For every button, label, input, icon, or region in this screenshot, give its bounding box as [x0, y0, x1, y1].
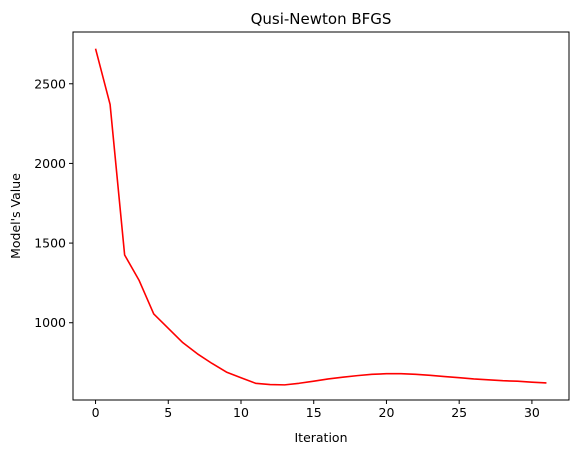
plot-area: [73, 32, 569, 400]
y-tick-label: 2500: [34, 76, 66, 91]
x-tick-label: 25: [451, 405, 467, 420]
y-tick-label: 1000: [34, 315, 66, 330]
y-axis-label: Model's Value: [8, 173, 23, 259]
x-tick-label: 15: [306, 405, 322, 420]
y-tick-label: 2000: [34, 156, 66, 171]
x-tick-label: 0: [92, 405, 100, 420]
x-tick-label: 20: [379, 405, 395, 420]
x-tick-label: 5: [164, 405, 172, 420]
x-axis-ticks: 0 5 10 15 20 25 30: [92, 400, 540, 420]
x-tick-label: 30: [524, 405, 540, 420]
y-axis-ticks: 1000 1500 2000 2500: [34, 76, 73, 330]
plot-frame: [72, 31, 570, 401]
y-tick-label: 1500: [34, 236, 66, 251]
x-axis-label: Iteration: [294, 430, 347, 445]
series-layer: [94, 48, 547, 386]
x-tick-label: 10: [233, 405, 249, 420]
chart-title: Qusi-Newton BFGS: [251, 10, 392, 28]
series-line-0: [94, 48, 547, 386]
